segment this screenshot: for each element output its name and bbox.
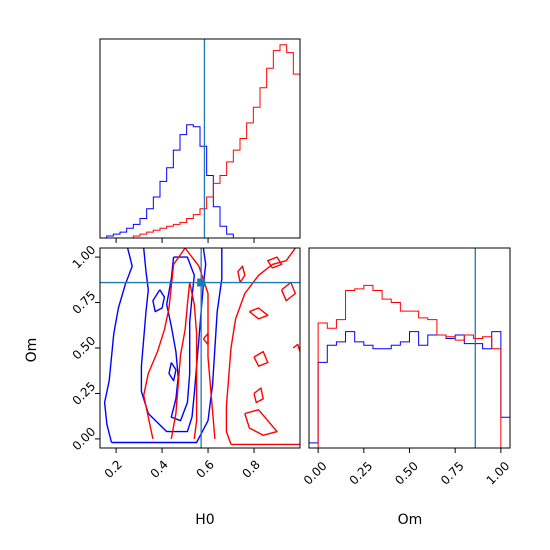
contour-series1-10 (267, 256, 283, 269)
om-histogram-1 (309, 284, 510, 449)
h0-tick-label-2: 0.6 (194, 457, 217, 480)
contour-series0-5 (168, 362, 177, 382)
h0-marginal-panel (99, 38, 301, 243)
om-tick-label-2: 0.50 (70, 334, 99, 363)
om-marginal-ticks: 0.00 0.25 0.50 0.75 1.00 (301, 448, 513, 488)
om-marginal-tick-label-2: 0.50 (392, 459, 421, 488)
om-histogram-0 (308, 331, 511, 448)
om-marginal-tick-label-3: 0.75 (438, 459, 467, 488)
om-marginal-panel: 0.00 0.25 0.50 0.75 1.00 Om (301, 247, 513, 528)
h0-axis-ticks: 0.2 0.4 0.6 0.8 (102, 448, 263, 481)
om-marginal-tick-label-4: 1.00 (484, 459, 513, 488)
h0-tick-label-3: 0.8 (239, 457, 262, 480)
h0-histogram-0 (100, 124, 300, 239)
om-tick-label-3: 0.75 (70, 288, 99, 317)
h0-tick-label-1: 0.4 (148, 457, 171, 480)
contour-series1-12 (202, 332, 209, 346)
h0-marginal-frame (99, 38, 301, 239)
contour-series1-5 (280, 281, 297, 302)
contour-series1-8 (253, 387, 264, 404)
h0-marginal-ticks (115, 238, 255, 243)
om-axis-ticks: 0.00 0.25 0.50 0.75 1.00 (70, 243, 100, 454)
contour-series1-7 (253, 350, 269, 367)
contour-series1-3 (225, 248, 296, 445)
contour-series1-0 (142, 248, 186, 440)
contour-series1-9 (244, 409, 278, 436)
joint-panel: 0.2 0.4 0.6 0.8 0.00 0.25 0.50 0.75 1.00 H0 Om (24, 243, 301, 528)
h0-axis-label: H0 (195, 512, 214, 528)
contour-series1-13 (292, 343, 300, 352)
h0-tick-label-0: 0.2 (102, 457, 125, 480)
contour-series1-11 (237, 265, 246, 283)
om-tick-label-1: 0.25 (70, 379, 99, 408)
contour-series0-1 (111, 248, 223, 444)
joint-truth-marker (197, 278, 206, 287)
om-marginal-frame (308, 247, 511, 449)
om-tick-label-4: 1.00 (70, 243, 99, 272)
h0-histogram-1 (100, 44, 301, 239)
om-marginal-axis-label: Om (398, 512, 423, 528)
om-axis-label: Om (24, 338, 40, 363)
joint-frame (99, 247, 301, 449)
om-marginal-tick-label-0: 0.00 (301, 459, 330, 488)
om-tick-label-0: 0.00 (70, 425, 99, 454)
om-marginal-tick-label-1: 0.25 (347, 459, 376, 488)
contour-series0-4 (152, 289, 166, 313)
contour-series0-0 (103, 248, 133, 443)
contour-series1-6 (248, 307, 269, 320)
contour-series0-3 (165, 256, 196, 422)
